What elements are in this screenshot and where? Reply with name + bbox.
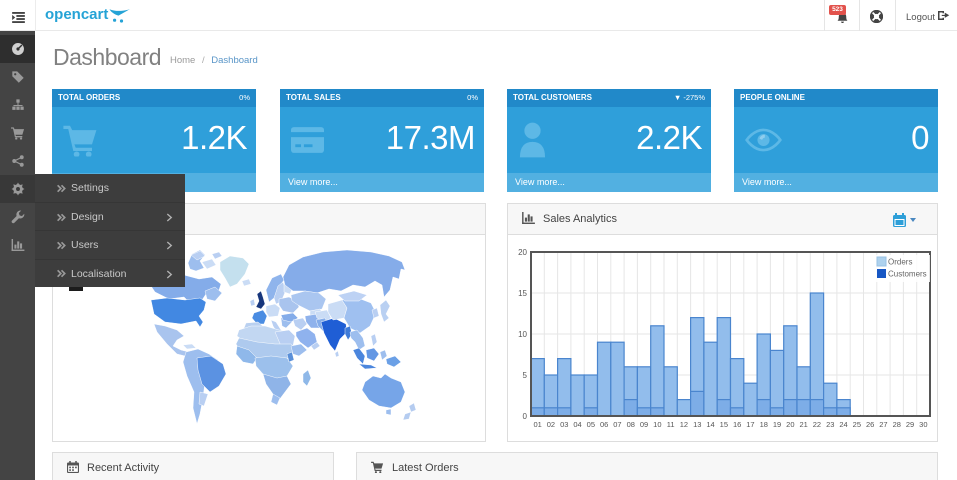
svg-text:10: 10 [518,330,527,339]
svg-text:14: 14 [706,420,714,429]
svg-text:15: 15 [518,289,527,298]
svg-text:02: 02 [547,420,555,429]
svg-text:05: 05 [587,420,595,429]
svg-text:29: 29 [906,420,914,429]
svg-text:21: 21 [799,420,807,429]
svg-text:30: 30 [919,420,927,429]
svg-text:20: 20 [518,248,527,257]
svg-text:28: 28 [893,420,901,429]
svg-text:09: 09 [640,420,648,429]
svg-text:16: 16 [733,420,741,429]
svg-text:01: 01 [533,420,541,429]
svg-text:19: 19 [773,420,781,429]
svg-text:11: 11 [667,420,675,429]
svg-text:06: 06 [600,420,608,429]
svg-text:27: 27 [879,420,887,429]
svg-text:22: 22 [813,420,821,429]
svg-text:Orders: Orders [888,258,912,267]
svg-text:20: 20 [786,420,794,429]
svg-text:12: 12 [680,420,688,429]
svg-text:Customers: Customers [888,270,927,279]
svg-text:23: 23 [826,420,834,429]
svg-text:25: 25 [853,420,861,429]
svg-text:07: 07 [613,420,621,429]
svg-text:03: 03 [560,420,568,429]
svg-text:18: 18 [760,420,768,429]
svg-text:04: 04 [573,420,581,429]
svg-text:13: 13 [693,420,701,429]
svg-text:5: 5 [523,371,528,380]
svg-text:15: 15 [720,420,728,429]
svg-text:0: 0 [523,412,528,421]
svg-text:10: 10 [653,420,661,429]
svg-text:26: 26 [866,420,874,429]
svg-text:17: 17 [746,420,754,429]
svg-text:24: 24 [839,420,847,429]
svg-text:08: 08 [627,420,635,429]
